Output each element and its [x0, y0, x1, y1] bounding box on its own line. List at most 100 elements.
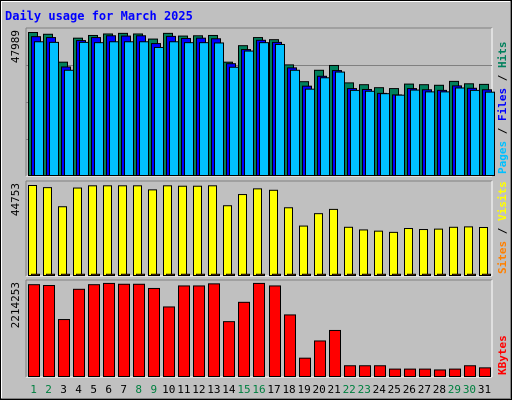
bar-kbytes-day-29: [449, 368, 461, 378]
bar-pages-day-17: [275, 43, 285, 176]
bar-pages-day-28: [440, 91, 450, 176]
bar-visits-day-25: [389, 231, 398, 276]
bar-kbytes-day-2: [43, 285, 55, 378]
x-axis-day-labels: 1 2 3 4 5 6 7 8 9 10 11 12 13 14 15 16 17 18 19 20 21 22 23 24 2…: [30, 383, 491, 396]
bar-kbytes-day-14: [223, 321, 235, 377]
bar-pages-day-23: [365, 90, 375, 176]
bar-visits-day-31: [479, 226, 488, 277]
bar-sites-day-15: [241, 273, 250, 276]
bar-sites-day-30: [467, 273, 476, 276]
bar-pages-day-30: [470, 89, 480, 176]
x-tick-label-day-10: 10: [162, 383, 175, 396]
bar-pages-day-19: [305, 88, 315, 176]
x-tick-label-day-18: 18: [282, 383, 295, 396]
bar-kbytes-day-10: [163, 306, 175, 378]
legend-item-hits: Hits: [496, 42, 509, 69]
x-tick-label-day-28: 28: [433, 383, 446, 396]
bar-sites-day-23: [362, 273, 371, 276]
x-tick-label-day-12: 12: [192, 383, 205, 396]
bar-kbytes-day-21: [329, 329, 341, 378]
bar-sites-day-26: [407, 273, 416, 276]
bar-visits-day-23: [359, 229, 368, 276]
x-tick-label-day-29: 29: [448, 383, 461, 396]
bar-sites-day-8: [136, 273, 145, 276]
bar-sites-day-27: [422, 273, 431, 276]
bar-pages-day-14: [229, 66, 239, 176]
x-tick-label-day-23: 23: [358, 383, 371, 396]
bar-sites-day-6: [106, 273, 115, 276]
x-tick-label-day-26: 26: [403, 383, 416, 396]
bar-pages-day-13: [214, 42, 224, 176]
x-tick-label-day-4: 4: [75, 383, 82, 396]
bar-pages-day-8: [139, 41, 149, 177]
bar-kbytes-day-30: [464, 365, 476, 378]
bar-sites-day-13: [211, 273, 220, 276]
x-tick-label-day-22: 22: [343, 383, 356, 396]
x-tick-label-day-17: 17: [267, 383, 280, 396]
legend-kbytes: KBytes: [496, 335, 509, 375]
x-tick-label-day-6: 6: [105, 383, 112, 396]
bar-visits-day-4: [73, 187, 82, 277]
bar-sites-day-2: [46, 273, 55, 276]
bar-sites-day-3: [61, 273, 70, 276]
bar-kbytes-day-5: [88, 284, 100, 377]
bar-pages-day-9: [154, 46, 164, 177]
bar-kbytes-day-16: [253, 282, 265, 377]
x-tick-label-day-13: 13: [207, 383, 220, 396]
bar-kbytes-day-1: [28, 284, 40, 377]
bar-kbytes-day-11: [178, 285, 190, 378]
bar-visits-day-13: [208, 185, 217, 276]
x-tick-label-day-1: 1: [30, 383, 37, 396]
bar-visits-day-8: [133, 185, 142, 276]
bar-visits-day-14: [223, 205, 232, 276]
bar-pages-day-31: [485, 91, 495, 176]
bar-visits-day-3: [58, 206, 67, 277]
x-tick-label-day-14: 14: [222, 383, 236, 396]
x-tick-label-day-21: 21: [328, 383, 341, 396]
legend-separator: /: [496, 221, 509, 241]
bar-kbytes-day-27: [419, 368, 431, 378]
bar-pages-day-29: [455, 87, 465, 176]
bar-sites-day-12: [196, 273, 205, 276]
bar-visits-day-19: [299, 225, 308, 277]
x-tick-label-day-24: 24: [373, 383, 387, 396]
bar-kbytes-day-13: [208, 283, 220, 378]
x-tick-label-day-25: 25: [388, 383, 401, 396]
y-axis-max-label: 44753: [9, 183, 22, 216]
bar-sites-day-28: [437, 273, 446, 276]
bar-kbytes-day-12: [193, 285, 205, 378]
bar-kbytes-day-17: [269, 285, 281, 378]
y-axis-max-label: 2214253: [9, 282, 22, 328]
bar-sites-day-29: [452, 273, 461, 276]
bar-sites-day-11: [181, 273, 190, 276]
bar-visits-day-30: [464, 226, 473, 277]
bar-kbytes-day-24: [374, 365, 386, 378]
bar-sites-day-19: [302, 273, 311, 276]
bar-kbytes-day-28: [434, 369, 446, 377]
bar-pages-day-21: [335, 71, 345, 176]
bar-pages-day-10: [169, 41, 179, 177]
bar-kbytes-day-18: [284, 314, 296, 377]
bar-kbytes-day-6: [103, 282, 115, 377]
bar-kbytes-day-25: [389, 368, 401, 378]
bar-sites-day-5: [91, 273, 100, 276]
bar-pages-day-24: [380, 93, 390, 176]
bar-visits-day-27: [419, 229, 428, 277]
bar-visits-day-15: [238, 194, 247, 276]
bar-pages-day-27: [425, 91, 435, 176]
bar-visits-day-7: [118, 185, 127, 276]
bar-kbytes-day-3: [58, 319, 70, 378]
x-tick-label-day-20: 20: [313, 383, 326, 396]
bar-sites-day-16: [256, 273, 265, 276]
bar-pages-day-7: [124, 41, 134, 177]
bar-pages-day-20: [320, 77, 330, 176]
bar-visits-day-21: [329, 208, 338, 276]
legend-item-visits: Visits: [496, 181, 509, 221]
panel-hits_files_pages: 47989 Pages / Files / Hits: [9, 27, 509, 177]
y-axis-max-label: 47989: [9, 30, 22, 63]
legend-separator: /: [496, 121, 509, 141]
legend-item-kbytes: KBytes: [496, 335, 509, 375]
bar-visits-day-5: [88, 185, 97, 276]
